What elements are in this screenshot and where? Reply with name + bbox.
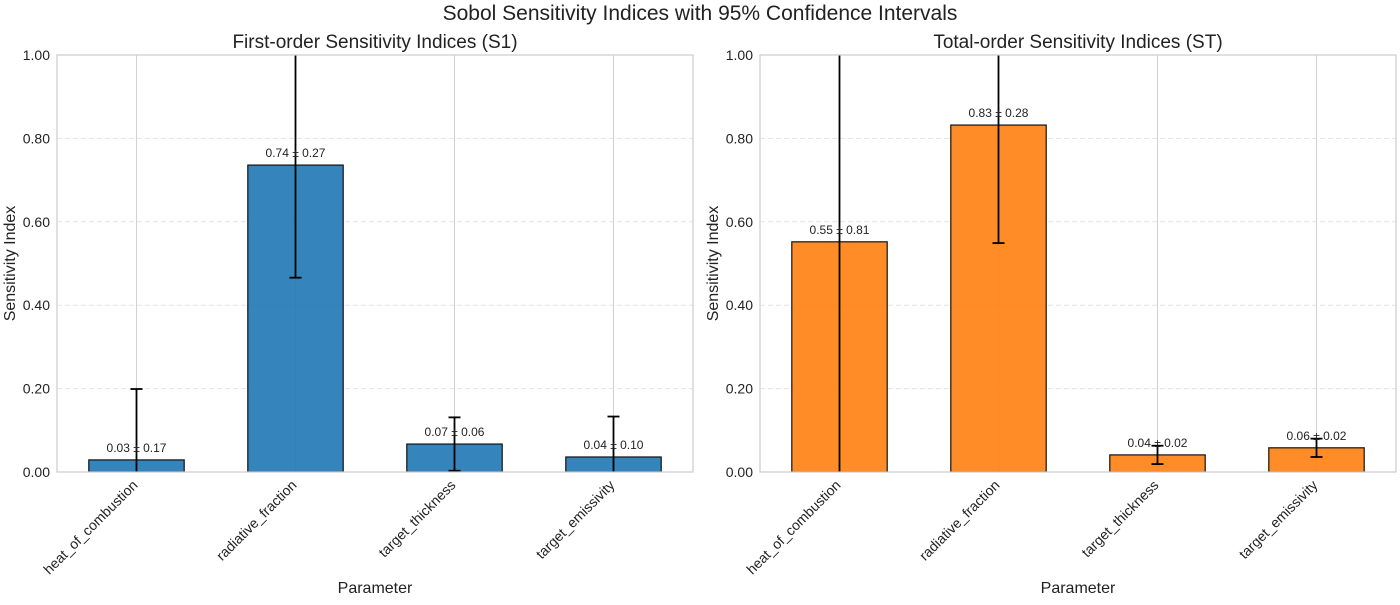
y-axis-label: Sensitivity Index <box>2 206 19 322</box>
y-tick-label: 0.40 <box>23 297 50 313</box>
plot-area <box>88 55 662 472</box>
subplot-1: 0.00 0.20 0.40 0.60 0.80 1.00 0.03 ± 0.17 heat_… <box>2 32 694 597</box>
data-label: 0.03 ± 0.17 <box>107 441 167 455</box>
x-tick-label: heat_of_combustion <box>40 477 140 577</box>
subplot-2: 0.00 0.20 0.40 0.60 0.80 1.00 0.55 ± 0.81 heat_… <box>705 32 1397 597</box>
data-label: 0.07 ± 0.06 <box>425 425 485 439</box>
y-tick-label: 0.00 <box>23 464 50 480</box>
y-tick-label: 0.80 <box>726 130 753 146</box>
axes-frame <box>56 54 694 473</box>
y-tick-label: 0.60 <box>23 214 50 230</box>
x-tick-label: target_thickness <box>375 477 458 560</box>
data-label: 0.55 ± 0.81 <box>810 223 870 237</box>
subplot-title: First-order Sensitivity Indices (S1) <box>232 32 517 53</box>
x-tick-label: heat_of_combustion <box>743 477 843 577</box>
y-tick-label: 1.00 <box>23 47 50 63</box>
y-tick-label: 1.00 <box>726 47 753 63</box>
y-tick-label: 0.20 <box>726 381 753 397</box>
data-label: 0.74 ± 0.27 <box>266 146 326 160</box>
x-tick-label: target_thickness <box>1078 477 1161 560</box>
data-label: 0.83 ± 0.28 <box>969 106 1029 120</box>
x-axis-label: Parameter <box>338 580 413 597</box>
x-tick-label: radiative_fraction <box>213 477 300 564</box>
x-tick-label: radiative_fraction <box>916 477 1003 564</box>
y-tick-label: 0.80 <box>23 130 50 146</box>
figure-title: Sobol Sensitivity Indices with 95% Confi… <box>443 2 958 25</box>
y-tick-label: 0.40 <box>726 297 753 313</box>
x-axis-label: Parameter <box>1041 580 1116 597</box>
plot-area <box>791 55 1365 472</box>
axes-frame <box>759 54 1397 473</box>
y-axis-label: Sensitivity Index <box>705 206 722 322</box>
data-label: 0.06 ± 0.02 <box>1287 429 1347 443</box>
data-label: 0.04 ± 0.02 <box>1128 436 1188 450</box>
y-tick-label: 0.00 <box>726 464 753 480</box>
data-label: 0.04 ± 0.10 <box>584 438 644 452</box>
x-tick-label: target_emissivity <box>1236 477 1321 562</box>
y-tick-label: 0.20 <box>23 381 50 397</box>
x-tick-label: target_emissivity <box>533 477 618 562</box>
y-tick-label: 0.60 <box>726 214 753 230</box>
subplot-title: Total-order Sensitivity Indices (ST) <box>933 32 1222 53</box>
